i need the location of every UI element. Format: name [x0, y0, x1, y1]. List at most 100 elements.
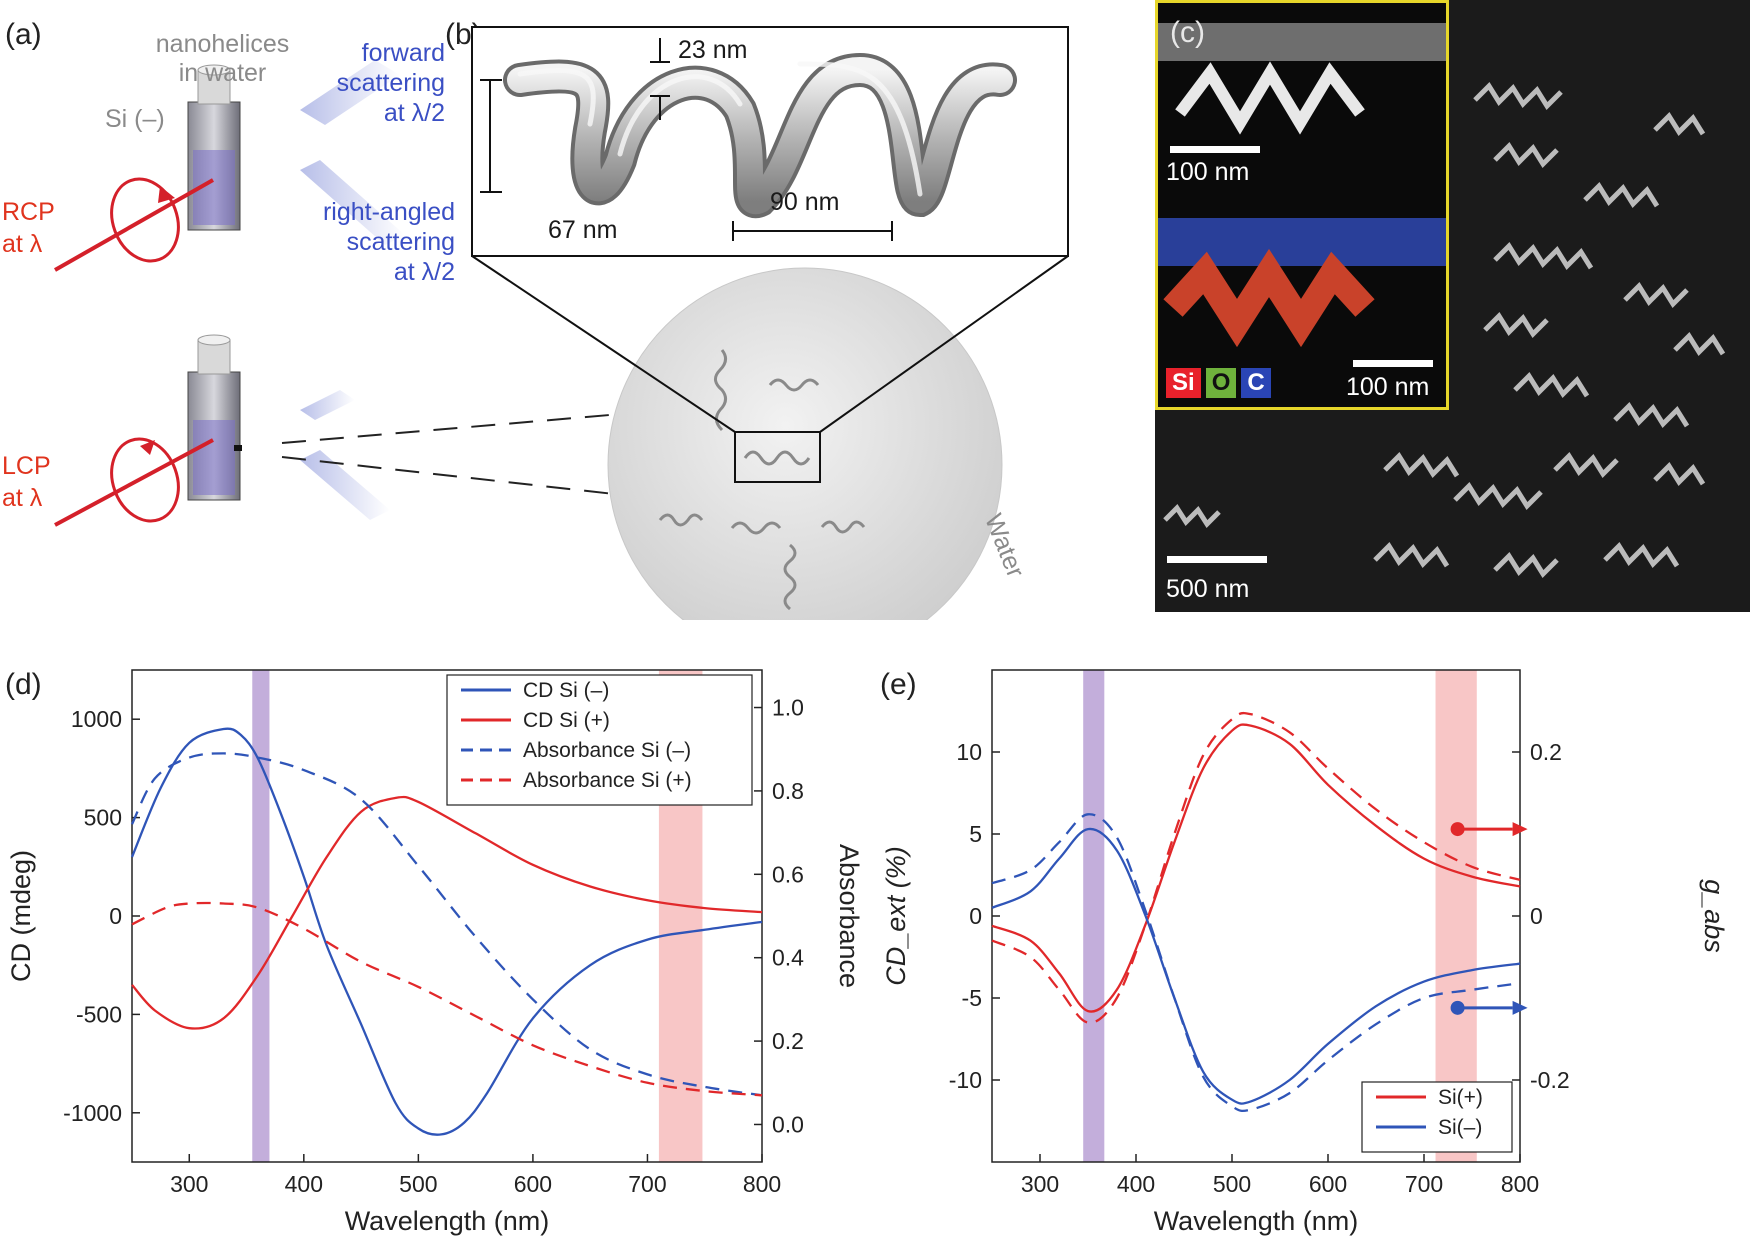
y-tick-label: -10	[949, 1067, 982, 1093]
x-tick-label: 700	[628, 1171, 666, 1197]
x-tick-label: 400	[285, 1171, 323, 1197]
y2-tick-label: 0.0	[772, 1111, 804, 1137]
forward-line2: scattering	[336, 69, 445, 97]
x-tick-label: 600	[514, 1171, 552, 1197]
right-line1: right-angled	[322, 198, 455, 226]
series-line-1	[131, 795, 763, 1030]
y2-tick-label: 0.2	[1530, 739, 1562, 765]
y-tick-label: 1000	[71, 706, 122, 732]
panel-d-label: (d)	[5, 668, 42, 701]
y-tick-label: -1000	[63, 1100, 122, 1126]
dash-line-1	[281, 409, 669, 444]
series-line-0	[991, 723, 1521, 1013]
sample-label-line1: nanohelices	[155, 30, 290, 58]
chart-e: 300 400 500 600 700 800 -10 -5 0 5 10 -0.2 0 0.2 Wavel…	[881, 669, 1729, 1236]
series-line-3	[131, 901, 763, 1097]
y-tick-label: 5	[969, 821, 982, 847]
y-tick-label: 10	[956, 739, 982, 765]
lcp-label: LCP at λ	[2, 450, 51, 514]
zoom-box	[734, 431, 821, 483]
cuvette-bottom	[187, 334, 390, 520]
sample-label-line2: in water	[178, 59, 267, 87]
forward-line1: forward	[361, 39, 445, 67]
cuvette-label: Si (–)	[105, 105, 165, 133]
sem-helices	[1163, 82, 1726, 578]
arrow-head-icon	[1512, 822, 1528, 837]
lcp-line2: at λ	[2, 484, 43, 512]
x-tick-label: 600	[1309, 1171, 1347, 1197]
y-axis-label: CD (mdeg)	[6, 850, 36, 982]
dimension-markers	[480, 38, 893, 241]
legend-entry: Absorbance Si (+)	[523, 769, 692, 792]
x-tick-label: 800	[743, 1171, 781, 1197]
panel-c-label: (c)	[1170, 16, 1205, 49]
legend-o: O	[1205, 368, 1237, 398]
legend-entry: CD Si (+)	[523, 709, 610, 732]
y2-tick-label: 0.4	[772, 945, 804, 971]
tem-inset-drawing	[1158, 23, 1446, 367]
x-tick-label: 500	[399, 1171, 437, 1197]
legend-si: Si	[1166, 368, 1201, 398]
series-line-2	[991, 827, 1521, 1105]
chart-d: 300 400 500 600 700 800 -1000 -500 0 500 1000 0.0 0.…	[6, 669, 864, 1236]
forward-scattering-label: forward scattering at λ/2	[290, 38, 445, 128]
x-tick-label: 300	[170, 1171, 208, 1197]
lcp-beam	[54, 437, 214, 527]
dash-line-2	[281, 456, 669, 501]
y2-tick-label: 1.0	[772, 695, 804, 721]
sem-scale-label: 500 nm	[1166, 575, 1250, 603]
series-line-2	[130, 752, 763, 1097]
panel-a-illustration	[54, 60, 405, 527]
y-tick-label: 0	[969, 903, 982, 929]
y-tick-label: -500	[76, 1001, 122, 1027]
helix-pitch-label: 90 nm	[770, 188, 840, 216]
x-tick-label: 300	[1021, 1171, 1059, 1197]
series-line-3	[991, 813, 1521, 1113]
rcp-beam	[54, 177, 214, 272]
legend-box	[1361, 1081, 1513, 1153]
helix-diameter-label: 67 nm	[548, 216, 618, 244]
right-angled-label: right-angled scattering at λ/2	[290, 197, 455, 287]
x-tick-label: 500	[1213, 1171, 1251, 1197]
big-helix	[503, 52, 1017, 218]
legend-entry: Si(+)	[1438, 1086, 1483, 1109]
x-tick-label: 400	[1117, 1171, 1155, 1197]
x-tick-label: 800	[1501, 1171, 1539, 1197]
rcp-line1: RCP	[2, 198, 55, 226]
y2-tick-label: -0.2	[1530, 1067, 1570, 1093]
arrow-head-icon	[1512, 1000, 1528, 1015]
right-line3: at λ/2	[393, 258, 455, 286]
forward-line3: at λ/2	[383, 99, 445, 127]
x-tick-label: 700	[1405, 1171, 1443, 1197]
y2-tick-label: 0	[1530, 903, 1543, 929]
y-tick-label: 0	[109, 903, 122, 929]
legend-c: C	[1241, 368, 1271, 398]
legend-entry: CD Si (–)	[523, 679, 609, 702]
panel-e-label: (e)	[880, 668, 917, 701]
cuvette-top	[187, 60, 405, 245]
y2-tick-label: 0.8	[772, 778, 804, 804]
small-helices	[658, 349, 866, 611]
lcp-line1: LCP	[2, 452, 51, 480]
legend-box	[446, 674, 753, 806]
y-tick-label: -5	[962, 985, 982, 1011]
right-line2: scattering	[346, 228, 455, 256]
x-axis-label: Wavelength (nm)	[1154, 1206, 1359, 1236]
series-line-0	[130, 727, 763, 1136]
y2-tick-label: 0.2	[772, 1028, 804, 1054]
sample-label: nanohelices in water	[140, 30, 305, 88]
series-line-1	[991, 711, 1521, 1024]
element-legend: Si O C	[1166, 368, 1271, 398]
panel-b-illustration	[281, 26, 1069, 620]
y2-axis-label: Absorbance	[834, 844, 864, 988]
y-axis-label: CD_ext (%)	[881, 846, 911, 986]
water-droplet	[607, 267, 1003, 620]
highlight-band-1	[1435, 670, 1477, 1162]
wire-thickness-label: 23 nm	[678, 36, 748, 64]
y-tick-label: 500	[84, 805, 122, 831]
legend-entry: Si(–)	[1438, 1116, 1482, 1139]
rcp-line2: at λ	[2, 230, 43, 258]
legend-entry: Absorbance Si (–)	[523, 739, 691, 762]
tem-inset	[1155, 0, 1449, 410]
highlight-band-0	[252, 670, 270, 1162]
